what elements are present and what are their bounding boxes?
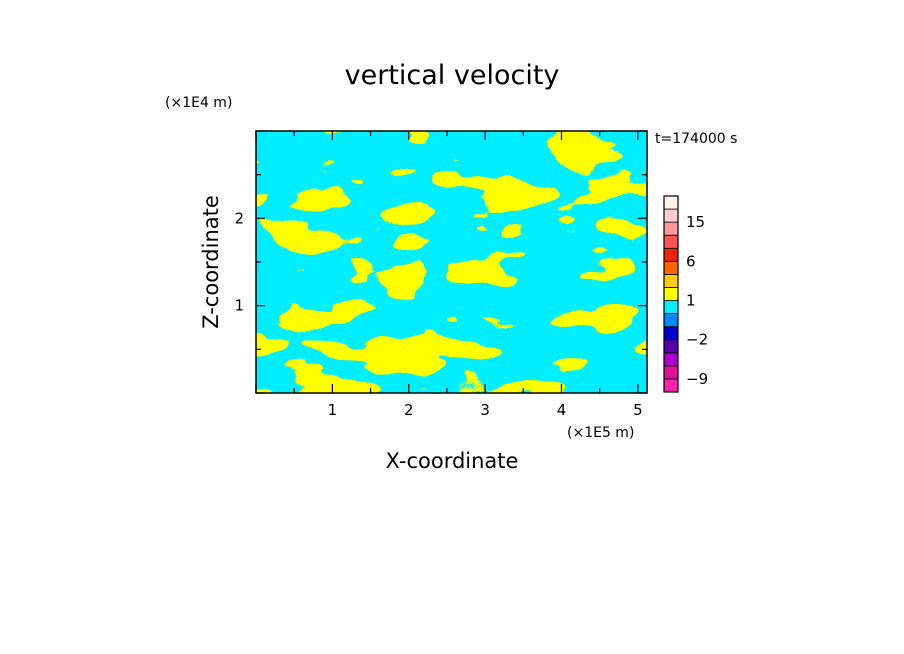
colorbar-segment [663, 300, 679, 314]
colorbar-segment [663, 352, 679, 367]
y-axis-ticks: 12 [234, 130, 647, 394]
colorbar-segment [663, 313, 679, 328]
colorbar-label: 15 [686, 213, 705, 231]
colorbar-segment [663, 234, 679, 249]
colorbar-segment [663, 221, 679, 236]
x-unit-label: (×1E5 m) [567, 425, 634, 441]
x-tick-label: 3 [480, 401, 490, 419]
x-tick-label: 2 [404, 401, 414, 419]
colorbar-segment [663, 326, 679, 341]
colorbar: 15 6 1 −2 −9 [663, 195, 708, 393]
y-axis-title: Z-coordinate [199, 195, 223, 329]
colorbar-segment [663, 247, 679, 262]
colorbar-segment [663, 339, 679, 354]
colorbar-segment [663, 195, 679, 210]
colorbar-segment [663, 365, 679, 380]
colorbar-label: −9 [686, 370, 708, 388]
y-tick-label: 2 [234, 209, 244, 227]
colorbar-segment [663, 260, 679, 275]
contour-fill [256, 131, 647, 393]
time-stamp: t=174000 s [655, 131, 737, 147]
colorbar-frame [663, 195, 679, 393]
y-tick-label: 1 [234, 297, 244, 315]
colorbar-segment [663, 273, 679, 288]
x-axis-ticks: 1 2 3 4 5 [255, 131, 643, 419]
colorbar-label: 1 [686, 292, 696, 310]
x-tick-label: 4 [557, 401, 567, 419]
y-unit-label: (×1E4 m) [165, 95, 232, 111]
colorbar-segment [663, 287, 679, 301]
colorbar-segment [663, 378, 679, 393]
chart-title: vertical velocity [345, 60, 560, 91]
colorbar-label: 6 [686, 252, 696, 270]
x-axis-title: X-coordinate [386, 449, 519, 473]
colorbar-label: −2 [686, 331, 708, 349]
contour-field [256, 131, 647, 393]
colorbar-segment [663, 208, 679, 223]
x-tick-label: 5 [633, 401, 643, 419]
x-tick-label: 1 [328, 401, 338, 419]
